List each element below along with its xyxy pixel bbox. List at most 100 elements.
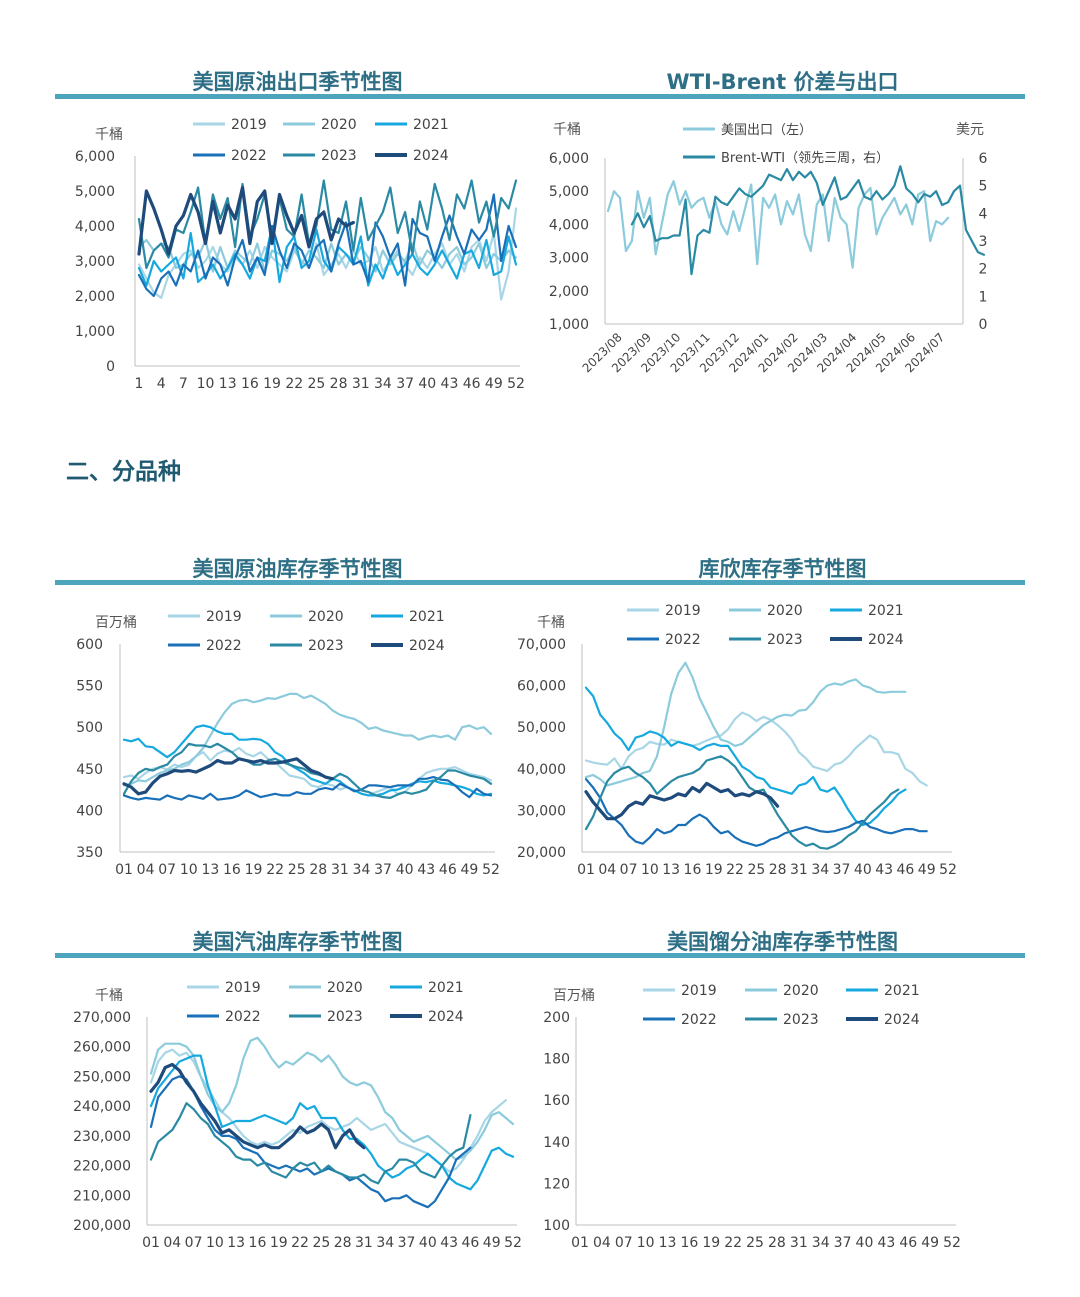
legend-label-2021: 2021 [868, 603, 904, 619]
legend-label-2019: 2019 [665, 603, 701, 619]
x-tick-label: 16 [684, 862, 702, 878]
x-tick-label: 10 [206, 1235, 224, 1251]
y-tick-label-right: 1 [979, 289, 988, 305]
y-tick-label: 240,000 [73, 1099, 131, 1115]
legend-label-2019: 2019 [225, 980, 261, 996]
x-tick-label: 10 [641, 862, 659, 878]
y-tick-label: 140 [543, 1135, 570, 1151]
chart-title-export-seasonal: 美国原油出口季节性图 [192, 70, 403, 94]
chart-title-crude-inventory: 美国原油库存季节性图 [192, 557, 403, 581]
y-tick-label: 20,000 [517, 845, 566, 861]
y-tick-label-right: 6 [979, 151, 988, 167]
y-tick-label: 6,000 [75, 149, 115, 165]
series-line-2022 [122, 775, 493, 801]
y-unit-label: 百万桶 [553, 988, 595, 1004]
x-tick-label: 04 [598, 862, 616, 878]
y-tick-label: 4,000 [75, 219, 115, 235]
y-tick-label: 550 [76, 679, 103, 695]
y-unit-label-right: 美元 [956, 122, 984, 138]
x-tick-label: 22 [724, 1235, 742, 1251]
x-tick-label: 07 [615, 1235, 633, 1251]
x-tick-label: 04 [137, 862, 155, 878]
x-tick-label: 19 [263, 376, 281, 392]
series-line-2021 [149, 1054, 515, 1191]
x-tick-label: 25 [746, 1235, 764, 1251]
series-line-2024 [122, 757, 335, 796]
y-tick-label: 70,000 [517, 637, 566, 653]
x-tick-label: 16 [680, 1235, 698, 1251]
x-tick-label: 43 [877, 1235, 895, 1251]
x-tick-label: 37 [833, 862, 851, 878]
series-line-2023 [149, 1102, 472, 1185]
y-tick-label: 50,000 [517, 720, 566, 736]
x-tick-label: 13 [662, 862, 680, 878]
series-line-2022 [137, 193, 518, 298]
x-tick-label: 49 [485, 376, 503, 392]
y-tick-label: 30,000 [517, 803, 566, 819]
legend-label-2022: 2022 [225, 1009, 261, 1025]
series-line-2020 [584, 661, 907, 787]
series-line-2022 [149, 1075, 472, 1209]
x-tick-label: 43 [440, 1235, 458, 1251]
y-tick-label-right: 4 [979, 206, 988, 222]
x-tick-label: 52 [507, 376, 525, 392]
legend-label-2020: 2020 [327, 980, 363, 996]
x-tick-label: 16 [223, 862, 241, 878]
x-tick-label: 46 [899, 1235, 917, 1251]
series-line-2023 [584, 755, 900, 850]
x-tick-label: 40 [418, 376, 436, 392]
legend-label: Brent-WTI（领先三周，右） [721, 151, 889, 166]
y-tick-label-right: 5 [979, 179, 988, 195]
x-tick-label: 31 [352, 376, 370, 392]
y-tick-label: 3,000 [75, 254, 115, 270]
x-tick-label: 49 [483, 1235, 501, 1251]
y-tick-label-left: 5,000 [549, 184, 589, 200]
y-tick-label: 270,000 [73, 1010, 131, 1026]
legend-label-2022: 2022 [681, 1012, 717, 1028]
x-tick-label: 07 [620, 862, 638, 878]
x-tick-label: 43 [441, 376, 459, 392]
y-tick-label: 230,000 [73, 1129, 131, 1145]
x-tick-label: 10 [637, 1235, 655, 1251]
x-tick-label: 13 [219, 376, 237, 392]
legend-label-2023: 2023 [767, 632, 803, 648]
x-tick-label: 31 [355, 1235, 373, 1251]
x-tick-label: 43 [875, 862, 893, 878]
x-tick-label: 04 [593, 1235, 611, 1251]
x-tick-label: 46 [896, 862, 914, 878]
legend-label-2021: 2021 [409, 609, 445, 625]
y-tick-label-left: 2,000 [549, 284, 589, 300]
legend-label-2022: 2022 [665, 632, 701, 648]
y-unit-label: 千桶 [95, 127, 123, 143]
x-tick-label: 46 [439, 862, 457, 878]
legend-label-2021: 2021 [884, 983, 920, 999]
legend-label-2019: 2019 [206, 609, 242, 625]
series-line-2023 [122, 742, 493, 800]
x-tick-label: 01 [571, 1235, 589, 1251]
series-line-2021 [122, 724, 493, 797]
x-tick-label: 16 [241, 376, 259, 392]
y-tick-label-left: 3,000 [549, 251, 589, 267]
x-tick-label: 49 [921, 1235, 939, 1251]
x-tick-label: 22 [726, 862, 744, 878]
legend-label-2023: 2023 [308, 638, 344, 654]
y-tick-label: 40,000 [517, 762, 566, 778]
legend-label-2024: 2024 [884, 1012, 920, 1028]
legend-label-2022: 2022 [231, 148, 267, 164]
y-tick-label: 160 [543, 1093, 570, 1109]
y-tick-label-right: 0 [979, 317, 988, 333]
x-tick-label: 1 [135, 376, 144, 392]
y-tick-label-right: 3 [979, 234, 988, 250]
x-tick-label: 10 [180, 862, 198, 878]
x-tick-label: 28 [769, 862, 787, 878]
y-tick-label-right: 2 [979, 262, 988, 278]
x-tick-label: 19 [702, 1235, 720, 1251]
x-tick-label: 01 [142, 1235, 160, 1251]
y-unit-label: 百万桶 [95, 615, 137, 631]
chart-title-gasoline-inventory: 美国汽油库存季节性图 [192, 930, 403, 954]
legend-label-2019: 2019 [231, 117, 267, 133]
y-tick-label: 180 [543, 1052, 570, 1068]
x-tick-label: 40 [856, 1235, 874, 1251]
x-tick-label: 31 [331, 862, 349, 878]
